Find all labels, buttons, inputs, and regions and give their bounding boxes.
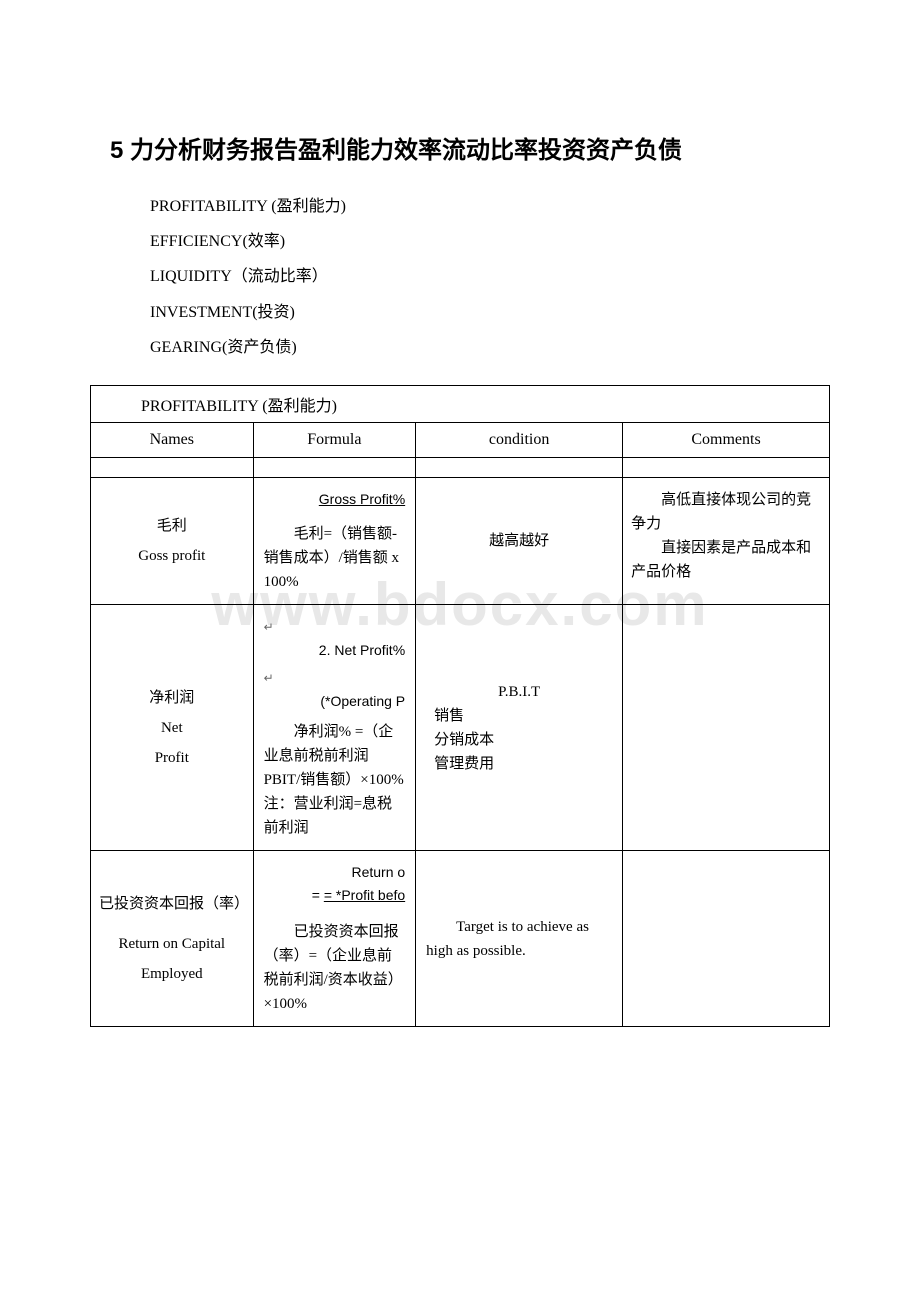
empty-cell (623, 457, 830, 477)
table-row: 毛利 Goss profit Gross Profit% 毛利=（销售额-销售成… (91, 477, 830, 604)
row-name-en: Return on Capital Employed (99, 929, 245, 989)
table-row: 净利润 Net Profit ↵ 2. Net Profit% ↵ (*Oper… (91, 605, 830, 851)
intro-list: PROFITABILITY (盈利能力) EFFICIENCY(效率) LIQU… (150, 189, 830, 365)
document-content: 5 力分析财务报告盈利能力效率流动比率投资资产负债 PROFITABILITY … (90, 130, 830, 1027)
row-name-cn: 已投资资本回报（率） (99, 889, 245, 919)
return-icon: ↵ (264, 620, 274, 634)
row-name-en: Profit (99, 743, 245, 773)
row-name-en: Net (99, 713, 245, 743)
formula-label: = = *Profit befo (264, 884, 406, 906)
table-header-row: Names Formula condition Comments (91, 422, 830, 457)
condition-line: 销售 (424, 704, 614, 728)
intro-item: INVESTMENT(投资) (150, 295, 830, 330)
row-name-cn: 毛利 (99, 511, 245, 541)
empty-cell (416, 457, 623, 477)
condition-cell: 越高越好 (416, 477, 623, 604)
formula-label: Gross Profit% (264, 488, 406, 510)
formula-label: (*Operating P (264, 690, 406, 712)
condition-line: 分销成本 (424, 728, 614, 752)
row-name-cn: 净利润 (99, 683, 245, 713)
table-section-title-row: PROFITABILITY (盈利能力) (91, 385, 830, 422)
formula-cell: ↵ 2. Net Profit% ↵ (*Operating P 净利润% =（… (253, 605, 416, 851)
intro-item: EFFICIENCY(效率) (150, 224, 830, 259)
comments-line: 高低直接体现公司的竞争力 (631, 488, 821, 536)
formula-text: 已投资资本回报（率）=（企业息前税前利润/资本收益）×100% (264, 920, 406, 1016)
header-formula: Formula (253, 422, 416, 457)
formula-cell: Return o = = *Profit befo 已投资资本回报（率）=（企业… (253, 851, 416, 1027)
table-row: 已投资资本回报（率） Return on Capital Employed Re… (91, 851, 830, 1027)
intro-item: LIQUIDITY（流动比率） (150, 259, 830, 294)
row-name-en: Goss profit (99, 541, 245, 571)
intro-item: PROFITABILITY (盈利能力) (150, 189, 830, 224)
formula-cell: Gross Profit% 毛利=（销售额-销售成本）/销售额 x 100% (253, 477, 416, 604)
return-icon: ↵ (264, 671, 274, 685)
header-condition: condition (416, 422, 623, 457)
intro-item: GEARING(资产负债) (150, 330, 830, 365)
comments-cell (623, 851, 830, 1027)
empty-cell (253, 457, 416, 477)
names-cell: 已投资资本回报（率） Return on Capital Employed (91, 851, 254, 1027)
table-empty-row (91, 457, 830, 477)
profitability-table: PROFITABILITY (盈利能力) Names Formula condi… (90, 385, 830, 1027)
names-cell: 毛利 Goss profit (91, 477, 254, 604)
names-cell: 净利润 Net Profit (91, 605, 254, 851)
condition-line: P.B.I.T (424, 680, 614, 704)
header-names: Names (91, 422, 254, 457)
comments-cell (623, 605, 830, 851)
formula-label: Return o (264, 861, 406, 883)
empty-cell (91, 457, 254, 477)
condition-text: Target is to achieve as high as possible… (426, 915, 614, 963)
comments-line: 直接因素是产品成本和产品价格 (631, 536, 821, 584)
formula-text: 净利润% =（企业息前税前利润 PBIT/销售额）×100% 注：营业利润=息税… (264, 720, 406, 840)
header-comments: Comments (623, 422, 830, 457)
condition-cell: Target is to achieve as high as possible… (416, 851, 623, 1027)
formula-label: 2. Net Profit% (264, 639, 406, 661)
condition-cell: P.B.I.T 销售 分销成本 管理费用 (416, 605, 623, 851)
condition-line: 管理费用 (424, 752, 614, 776)
page-title: 5 力分析财务报告盈利能力效率流动比率投资资产负债 (110, 130, 830, 165)
table-section-title: PROFITABILITY (盈利能力) (91, 385, 830, 422)
formula-text: 毛利=（销售额-销售成本）/销售额 x 100% (264, 522, 406, 594)
comments-cell: 高低直接体现公司的竞争力 直接因素是产品成本和产品价格 (623, 477, 830, 604)
